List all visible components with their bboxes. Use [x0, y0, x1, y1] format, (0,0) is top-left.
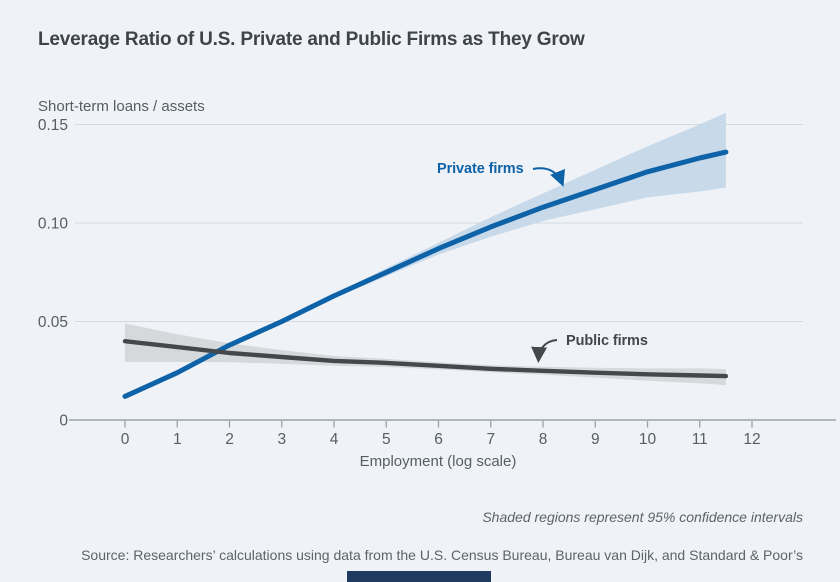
- x-tick-label: 12: [743, 431, 760, 448]
- x-tick-label: 7: [486, 431, 495, 448]
- x-tick-label: 9: [591, 431, 600, 448]
- public-firms-arrow-icon: [531, 339, 558, 363]
- x-axis-title: Employment (log scale): [359, 453, 517, 470]
- y-tick-label: 0.05: [38, 314, 68, 331]
- chart-title: Leverage Ratio of U.S. Private and Publi…: [38, 29, 585, 50]
- x-tick-label: 1: [173, 431, 182, 448]
- x-tick-label: 5: [382, 431, 391, 448]
- y-tick-label: 0.15: [38, 117, 68, 134]
- footer-accent-bar: [347, 571, 491, 582]
- confidence-note: Shaded regions represent 95% confidence …: [482, 509, 803, 525]
- y-tick-label: 0: [59, 413, 68, 430]
- public-confidence-band: [125, 323, 726, 386]
- y-axis-unit-label: Short-term loans / assets: [38, 98, 205, 115]
- x-tick-label: 11: [692, 431, 708, 448]
- x-tick-label: 0: [121, 431, 130, 448]
- y-tick-label: 0.10: [38, 216, 69, 233]
- x-tick-label: 6: [434, 431, 443, 448]
- public-firms-label: Public firms: [566, 333, 648, 349]
- private-firms-line: [122, 149, 729, 399]
- caption-block: Shaded regions represent 95% confidence …: [23, 509, 803, 564]
- x-tick-label: 3: [277, 431, 286, 448]
- x-tick-label: 10: [639, 431, 657, 448]
- x-tick-label: 8: [539, 431, 548, 448]
- x-tick-label: 2: [225, 431, 234, 448]
- source-text: Source: Researchers’ calculations using …: [81, 547, 803, 563]
- private-firms-label: Private firms: [437, 161, 524, 177]
- x-tick-label: 4: [330, 431, 339, 448]
- public-firms-line: [122, 339, 729, 379]
- private-firms-arrow-icon: [532, 167, 565, 187]
